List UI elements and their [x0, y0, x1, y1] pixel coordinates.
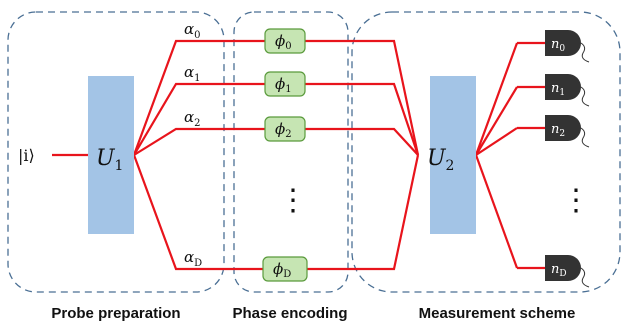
svg-text:ϕ1: ϕ1 — [275, 75, 292, 95]
svg-text:ϕ2: ϕ2 — [275, 120, 292, 140]
amplitude-label-D: αD — [184, 248, 202, 269]
unitary-u2-block — [430, 76, 476, 234]
detector-2: n2 — [545, 115, 590, 148]
out-path-D — [474, 154, 519, 269]
out-path-2 — [475, 127, 518, 156]
measurement-scheme-region — [351, 11, 621, 293]
phase-encoding-region — [233, 11, 349, 293]
out-path-0 — [474, 42, 519, 156]
input-state-label: |i⟩ — [18, 146, 35, 165]
unitary-u1-block — [88, 76, 134, 234]
caption-phase-encoding: Phase encoding — [232, 305, 347, 322]
unitary-u2-label: U2 — [427, 146, 454, 174]
svg-text:ϕD: ϕD — [273, 260, 291, 280]
amplitude-label-1: α1 — [184, 63, 201, 84]
probe-preparation-region — [7, 11, 225, 293]
svg-text:nD: nD — [551, 262, 567, 279]
caption-measurement-scheme: Measurement scheme — [419, 305, 576, 322]
phase-ellipsis: ⋮ — [278, 183, 308, 218]
svg-text:ϕ0: ϕ0 — [275, 32, 292, 52]
amplitude-label-2: α2 — [184, 108, 201, 129]
out-path-1 — [475, 86, 518, 156]
detector-0: n0 — [545, 30, 590, 63]
detector-D: nD — [545, 255, 590, 288]
amplitude-label-0: α0 — [184, 20, 201, 41]
detector-1: n1 — [545, 74, 590, 107]
optical-paths — [52, 39, 545, 271]
phase-shifter-0: ϕ0 — [264, 28, 306, 54]
svg-text:n2: n2 — [551, 122, 565, 139]
phase-shifter-2: ϕ2 — [264, 116, 306, 142]
svg-text:n0: n0 — [551, 37, 565, 54]
phase-shifter-D: ϕD — [262, 256, 308, 282]
svg-text:n1: n1 — [551, 81, 565, 98]
phase-shifter-1: ϕ1 — [264, 71, 306, 97]
caption-probe-preparation: Probe preparation — [51, 305, 180, 322]
detector-ellipsis: ⋮ — [561, 183, 591, 218]
unitary-u1-label: U1 — [96, 146, 123, 174]
path-D — [132, 154, 420, 271]
